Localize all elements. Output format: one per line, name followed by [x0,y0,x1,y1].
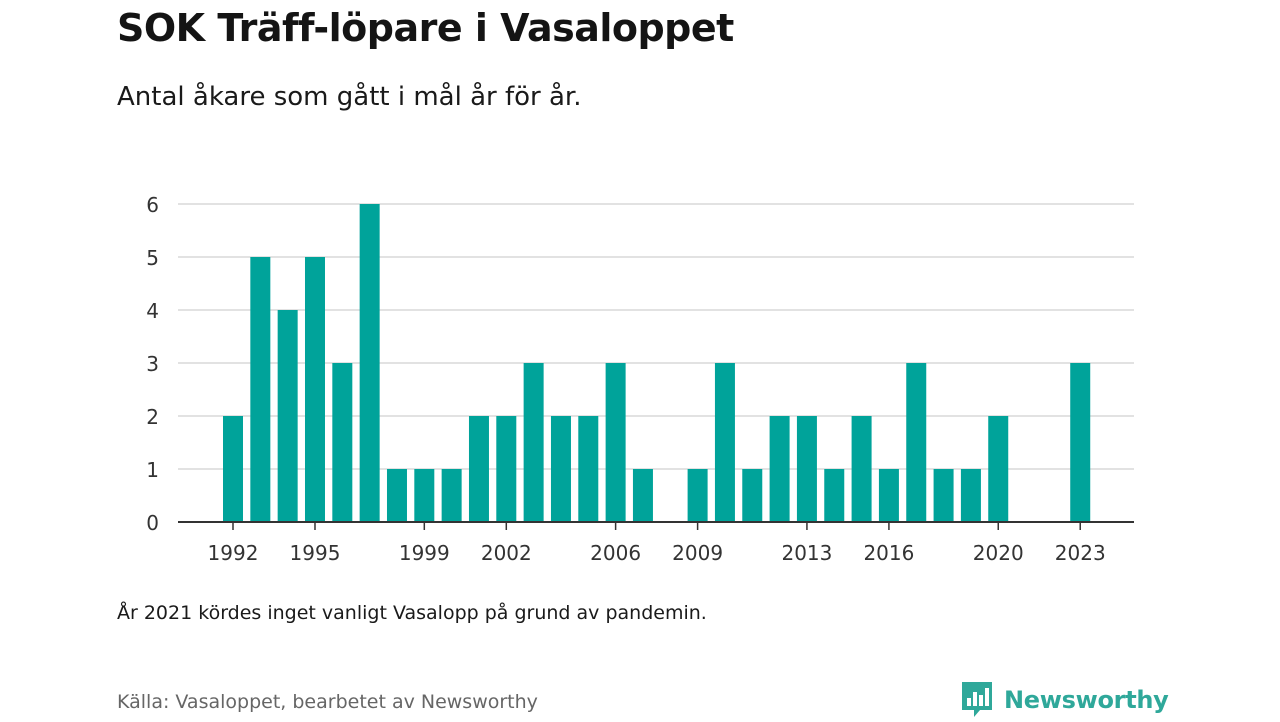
bar-1998 [386,469,407,522]
y-tick-label-0: 0 [146,511,159,535]
y-tick-label-4: 4 [146,299,159,323]
bar-2012 [769,416,790,522]
bar-2017 [906,363,927,522]
bar-1997 [359,204,380,522]
chart-title: SOK Träff-löpare i Vasaloppet [117,6,734,50]
bar-2010 [714,363,735,522]
bar-2019 [960,469,981,522]
bar-2005 [578,416,599,522]
bar-2006 [605,363,626,522]
x-tick-label-2006: 2006 [590,541,641,565]
x-tick-label-2009: 2009 [672,541,723,565]
bar-1994 [277,310,298,522]
x-tick-label-1999: 1999 [399,541,450,565]
bar-2013 [796,416,817,522]
bar-2000 [441,469,462,522]
bar-2007 [632,469,653,522]
x-tick-label-1995: 1995 [290,541,341,565]
y-tick-label-3: 3 [146,352,159,376]
x-tick-label-2020: 2020 [973,541,1024,565]
bar-2015 [851,416,872,522]
bar-1996 [332,363,353,522]
bar-2001 [468,416,489,522]
bar-1992 [223,416,243,522]
bar-1993 [250,257,271,522]
brand-name: Newsworthy [1004,686,1169,714]
x-tick-label-2013: 2013 [781,541,832,565]
bar-2002 [496,416,517,522]
x-tick-label-1992: 1992 [208,541,259,565]
bar-2009 [687,469,708,522]
bar-2023 [1070,363,1091,522]
bar-1995 [304,257,325,522]
bar-2003 [523,363,544,522]
bar-2020 [988,416,1009,522]
x-tick-label-2002: 2002 [481,541,532,565]
y-tick-label-6: 6 [146,193,159,217]
x-tick-label-2016: 2016 [863,541,914,565]
source-credit: Källa: Vasaloppet, bearbetet av Newswort… [117,691,538,713]
y-tick-label-1: 1 [146,458,159,482]
brand-logo: Newsworthy [960,680,1169,720]
newsworthy-logo-icon [960,678,994,722]
bar-2016 [878,469,899,522]
bar-2014 [824,469,845,522]
y-tick-label-2: 2 [146,405,159,429]
y-tick-label-5: 5 [146,246,159,270]
bar-2004 [550,416,571,522]
chart-subtitle: Antal åkare som gått i mål år för år. [117,82,582,112]
bar-1999 [414,469,435,522]
bar-2018 [933,469,954,522]
x-tick-label-2023: 2023 [1055,541,1106,565]
chart-note: År 2021 kördes inget vanligt Vasalopp på… [117,602,707,624]
bar-2011 [742,469,763,522]
